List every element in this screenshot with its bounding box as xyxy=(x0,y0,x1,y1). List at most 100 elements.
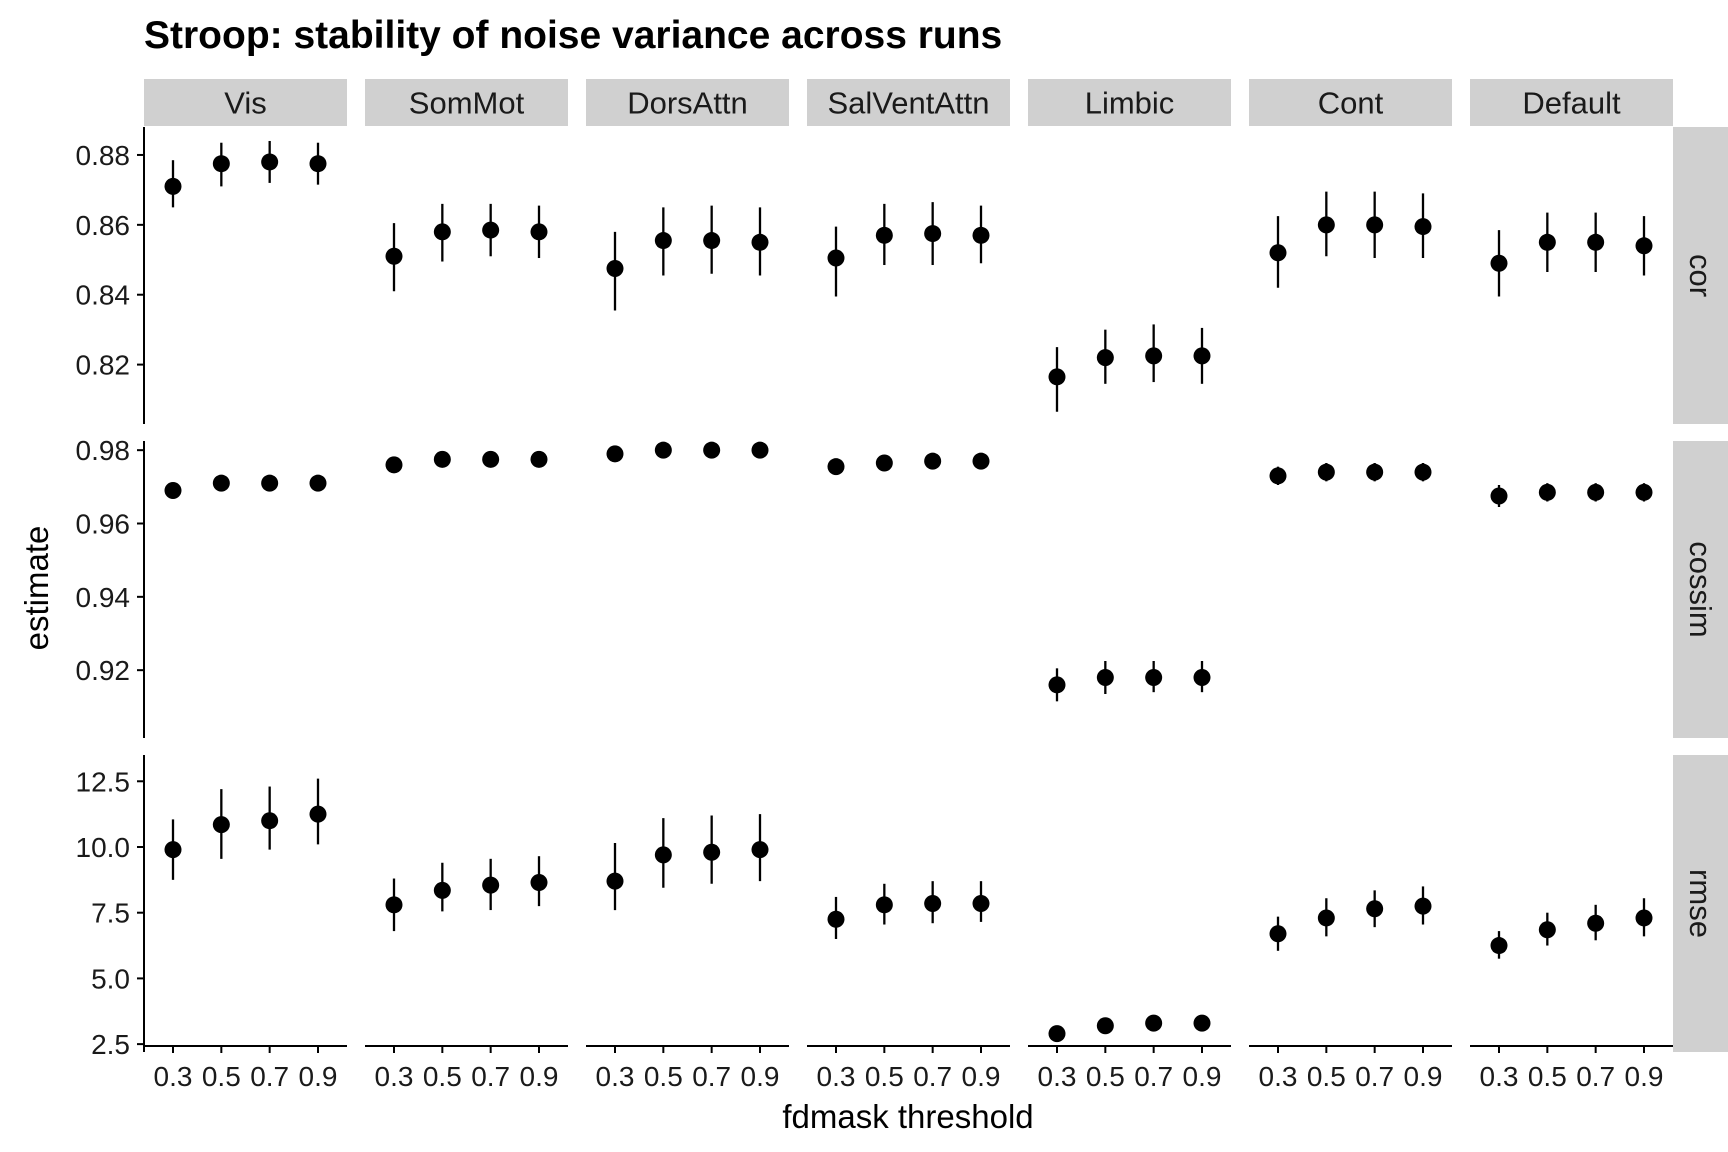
strip-label: SalVentAttn xyxy=(827,86,989,121)
series-sommot-cor xyxy=(385,203,548,292)
data-point xyxy=(309,474,327,492)
data-point xyxy=(1490,254,1508,272)
x-tick-label: 0.5 xyxy=(423,1061,462,1092)
facet-strip-cont: Cont xyxy=(1249,79,1452,126)
data-point xyxy=(1317,216,1335,234)
facet-strip-limbic: Limbic xyxy=(1028,79,1231,126)
data-point xyxy=(1193,347,1211,365)
y-axis-title: estimate xyxy=(18,526,55,651)
data-point xyxy=(751,441,769,459)
series-vis-rmse xyxy=(164,778,327,880)
strip-background xyxy=(144,79,347,126)
series-limbic-cossim xyxy=(1048,661,1211,702)
data-point xyxy=(482,876,500,894)
x-tick-label: 0.5 xyxy=(202,1061,241,1092)
data-point xyxy=(482,450,500,468)
data-point xyxy=(751,841,769,859)
facet-strip-sommot: SomMot xyxy=(365,79,568,126)
data-point xyxy=(654,441,672,459)
data-point xyxy=(924,452,942,470)
data-point xyxy=(924,225,942,243)
strip-background xyxy=(1673,755,1728,1052)
data-point xyxy=(606,445,624,463)
data-point xyxy=(751,233,769,251)
x-tick-label: 0.7 xyxy=(692,1061,731,1092)
data-point xyxy=(1635,483,1653,501)
series-limbic-rmse xyxy=(1048,1014,1211,1043)
data-point xyxy=(1414,218,1432,236)
series-sommot-rmse xyxy=(385,856,548,932)
data-point xyxy=(1366,216,1384,234)
data-point xyxy=(1366,463,1384,481)
data-point xyxy=(972,895,990,912)
data-point xyxy=(1587,914,1605,932)
data-point xyxy=(433,450,451,468)
strip-label: cor xyxy=(1683,254,1718,297)
x-tick-label: 0.7 xyxy=(913,1061,952,1092)
strip-background xyxy=(586,79,789,126)
data-point xyxy=(1193,1014,1211,1032)
x-tick-label: 0.5 xyxy=(865,1061,904,1092)
data-point xyxy=(827,910,845,928)
x-tick-label: 0.5 xyxy=(644,1061,683,1092)
series-cont-cossim xyxy=(1269,463,1432,485)
strip-background xyxy=(807,79,1010,126)
series-salventattn-rmse xyxy=(827,881,990,939)
data-point xyxy=(1096,669,1114,686)
data-point xyxy=(1048,676,1066,694)
y-tick-label: 10.0 xyxy=(76,832,131,863)
data-point xyxy=(212,816,230,834)
data-point xyxy=(261,153,279,171)
y-tick-label: 7.5 xyxy=(91,898,130,929)
data-point xyxy=(309,155,327,173)
x-tick-label: 0.7 xyxy=(471,1061,510,1092)
data-point xyxy=(1587,483,1605,501)
data-point xyxy=(530,450,548,468)
y-tick-label: 0.94 xyxy=(76,582,131,613)
data-point xyxy=(703,232,721,250)
data-point xyxy=(1048,1025,1066,1043)
facet-strip-vis: Vis xyxy=(144,79,347,126)
data-point xyxy=(875,896,893,914)
data-point xyxy=(1538,921,1556,939)
strip-label: DorsAttn xyxy=(627,86,748,121)
facet-grid: Vis SomMot DorsAttn SalVentAttn Limbic Cont De… xyxy=(76,79,1728,1092)
strip-background xyxy=(1028,79,1231,126)
data-point xyxy=(385,456,403,474)
y-tick-label: 0.82 xyxy=(76,350,131,381)
facet-strip-default: Default xyxy=(1470,79,1673,126)
x-tick-label: 0.5 xyxy=(1086,1061,1125,1092)
strip-label: Vis xyxy=(224,86,267,121)
x-tick-label: 0.5 xyxy=(1528,1061,1567,1092)
data-point xyxy=(530,873,548,891)
data-point xyxy=(1193,669,1211,686)
data-point xyxy=(703,843,721,861)
data-point xyxy=(827,458,845,476)
strip-background xyxy=(365,79,568,126)
data-point xyxy=(703,441,721,459)
x-tick-label: 0.3 xyxy=(375,1061,414,1092)
chart-title: Stroop: stability of noise variance acro… xyxy=(144,14,1002,57)
data-point xyxy=(1490,937,1508,955)
data-point xyxy=(875,226,893,244)
data-point xyxy=(1538,233,1556,251)
y-tick-label: 0.96 xyxy=(76,509,131,540)
data-point xyxy=(875,454,893,472)
x-tick-label: 0.3 xyxy=(154,1061,193,1092)
y-tick-label: 5.0 xyxy=(91,963,130,994)
data-point xyxy=(1145,669,1163,686)
x-tick-label: 0.9 xyxy=(520,1061,559,1092)
data-point xyxy=(433,223,451,241)
series-salventattn-cor xyxy=(827,202,990,297)
data-point xyxy=(1269,244,1287,262)
x-tick-label: 0.3 xyxy=(1480,1061,1519,1092)
x-tick-label: 0.9 xyxy=(1183,1061,1222,1092)
data-point xyxy=(530,223,548,241)
data-point xyxy=(654,846,672,864)
x-tick-label: 0.7 xyxy=(1576,1061,1615,1092)
data-point xyxy=(261,474,279,492)
data-point xyxy=(827,249,845,267)
y-tick-label: 0.92 xyxy=(76,655,131,686)
